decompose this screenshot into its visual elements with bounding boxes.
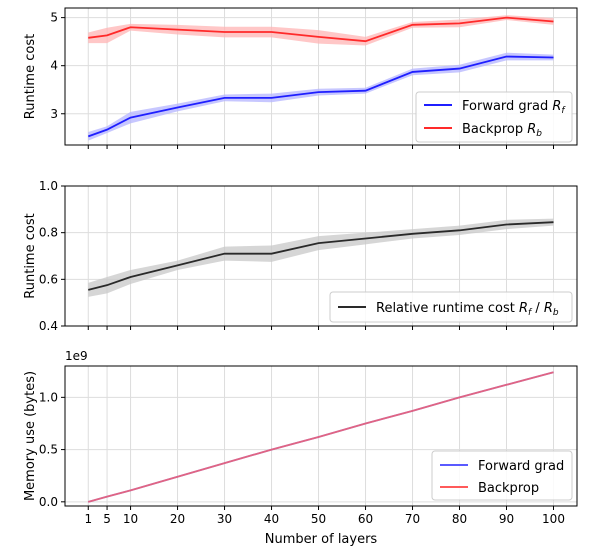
series-line-1 bbox=[88, 371, 554, 503]
y-tick-label: 4 bbox=[50, 59, 58, 73]
y-tick-label: 1.0 bbox=[39, 179, 58, 193]
y-tick-label: 0.6 bbox=[39, 272, 58, 286]
p3-series-lines bbox=[88, 371, 554, 503]
p3-x-ticks: 1 5 10 20 30 40 50 60 70 80 90 100 bbox=[84, 506, 565, 526]
p2-y-ticks: 0.4 0.6 0.8 1.0 bbox=[39, 179, 65, 333]
panel-runtime-cost: 3 4 5 Runtime cost Forward grad Rf Backpro… bbox=[23, 7, 578, 149]
p2-legend: Relative runtime cost Rf / Rb bbox=[329, 291, 573, 323]
series-line-0 bbox=[87, 55, 554, 138]
y-tick-label: 0.5 bbox=[39, 443, 58, 457]
x-tick-label: 80 bbox=[452, 512, 467, 526]
p2-x-ticks bbox=[87, 326, 555, 330]
p2-confidence-bands bbox=[88, 218, 554, 297]
x-tick-label: 90 bbox=[499, 512, 514, 526]
p1-legend: Forward grad Rf Backprop Rb bbox=[415, 91, 573, 143]
legend-label-backprop-memory: Backprop bbox=[478, 481, 539, 496]
legend-label-forward-grad-memory: Forward grad bbox=[478, 459, 564, 474]
x-tick-label: 40 bbox=[264, 512, 279, 526]
series-line-1 bbox=[88, 16, 554, 43]
p3-y-ticks: 0.0 0.5 1.0 bbox=[39, 390, 65, 509]
series-line-0 bbox=[88, 221, 554, 291]
y-tick-label: 3 bbox=[50, 107, 58, 121]
p3-axes-frame bbox=[64, 365, 578, 507]
y-tick-label: 5 bbox=[50, 11, 58, 25]
panel-memory-use: 0.0 0.5 1.0 1 5 10 20 30 40 50 60 70 80 90 100 1e9 Me… bbox=[23, 349, 578, 547]
p2-series-lines bbox=[88, 221, 554, 291]
p2-axes-frame bbox=[64, 185, 578, 327]
p1-y-axis-label: Runtime cost bbox=[23, 34, 38, 119]
p1-legend-box bbox=[415, 91, 573, 143]
p1-series-lines bbox=[87, 16, 554, 138]
legend-label-forward-grad: Forward grad Rf bbox=[462, 99, 566, 116]
p1-x-ticks bbox=[87, 145, 555, 149]
y-tick-label: 1.0 bbox=[39, 390, 58, 404]
panel-relative-runtime: 0.4 0.6 0.8 1.0 Runtime cost Relative runti… bbox=[23, 179, 578, 333]
y-tick-label: 0.0 bbox=[39, 495, 58, 509]
x-tick-label: 70 bbox=[405, 512, 420, 526]
x-tick-label: 50 bbox=[311, 512, 326, 526]
x-tick-label: 30 bbox=[217, 512, 232, 526]
confidence-band-1 bbox=[88, 15, 554, 46]
p3-y-axis-label: Memory use (bytes) bbox=[23, 371, 38, 501]
p1-confidence-bands bbox=[88, 15, 554, 141]
confidence-band-0 bbox=[88, 218, 554, 297]
y-tick-label: 0.8 bbox=[39, 226, 58, 240]
x-tick-label: 60 bbox=[358, 512, 373, 526]
legend-label-backprop: Backprop Rb bbox=[462, 122, 542, 139]
x-tick-label: 1 bbox=[84, 512, 92, 526]
p1-axes-frame bbox=[64, 7, 578, 146]
y-tick-label: 0.4 bbox=[39, 319, 58, 333]
p3-y-offset-text: 1e9 bbox=[65, 349, 88, 363]
x-tick-label: 100 bbox=[542, 512, 565, 526]
p2-y-axis-label: Runtime cost bbox=[23, 213, 38, 298]
x-tick-label: 20 bbox=[170, 512, 185, 526]
x-tick-label: 5 bbox=[103, 512, 111, 526]
p1-y-ticks: 3 4 5 bbox=[50, 11, 65, 121]
p3-legend: Forward grad Backprop bbox=[431, 450, 573, 501]
x-axis-label: Number of layers bbox=[265, 532, 378, 547]
legend-label-relative-runtime: Relative runtime cost Rf / Rb bbox=[376, 301, 559, 318]
p2-legend-box bbox=[329, 291, 573, 323]
x-tick-label: 10 bbox=[123, 512, 138, 526]
